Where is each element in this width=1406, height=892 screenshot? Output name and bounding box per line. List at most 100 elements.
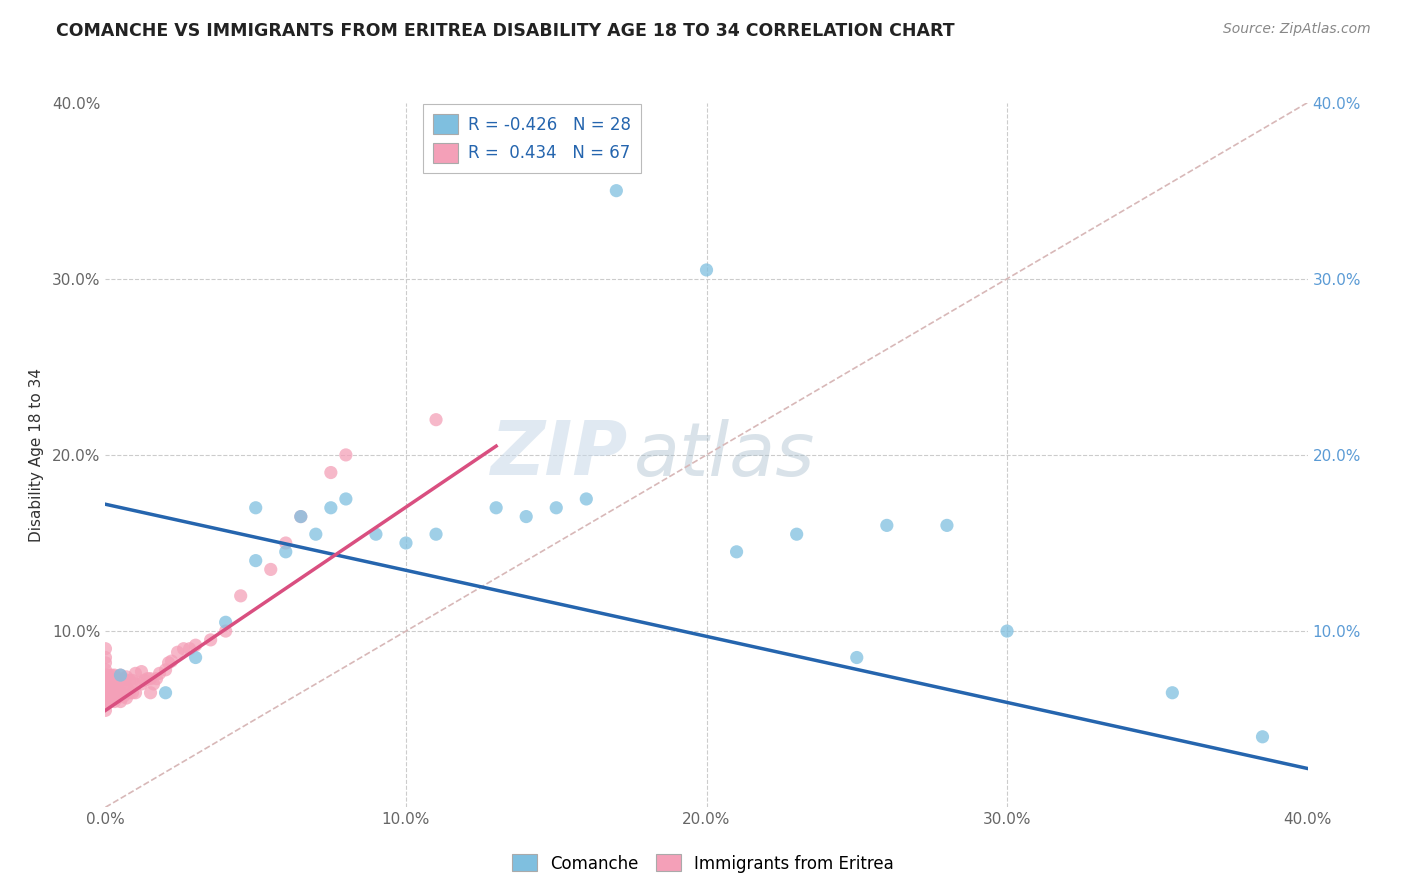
Point [305, 527, 328, 541]
Point [214, 615, 236, 630]
Point [107, 672, 129, 686]
Point [364, 527, 387, 541]
Point [107, 681, 129, 695]
Point [110, 668, 132, 682]
Point [139, 686, 162, 700]
Point [936, 518, 959, 533]
Point [425, 527, 447, 541]
Point [166, 645, 188, 659]
Text: Source: ZipAtlas.com: Source: ZipAtlas.com [1223, 22, 1371, 37]
Point [124, 677, 146, 691]
Point [94, 698, 117, 712]
Point [94, 703, 117, 717]
Point [107, 691, 129, 706]
Point [94, 656, 117, 670]
Point [94, 691, 117, 706]
Legend: R = -0.426   N = 28, R =  0.434   N = 67: R = -0.426 N = 28, R = 0.434 N = 67 [423, 103, 641, 173]
Point [103, 668, 125, 682]
Point [103, 677, 125, 691]
Point [94, 673, 117, 688]
Point [1161, 686, 1184, 700]
Point [395, 536, 418, 550]
Point [515, 509, 537, 524]
Point [94, 641, 117, 656]
Point [200, 632, 222, 647]
Point [786, 527, 808, 541]
Point [148, 666, 170, 681]
Point [97, 668, 120, 682]
Point [319, 466, 342, 480]
Point [214, 624, 236, 639]
Point [245, 500, 267, 515]
Point [110, 694, 132, 708]
Point [155, 686, 177, 700]
Text: atlas: atlas [634, 419, 815, 491]
Point [97, 694, 120, 708]
Legend: Comanche, Immigrants from Eritrea: Comanche, Immigrants from Eritrea [506, 847, 900, 880]
Point [160, 654, 183, 668]
Point [696, 263, 718, 277]
Text: COMANCHE VS IMMIGRANTS FROM ERITREA DISABILITY AGE 18 TO 34 CORRELATION CHART: COMANCHE VS IMMIGRANTS FROM ERITREA DISA… [56, 22, 955, 40]
Point [155, 663, 177, 677]
Point [112, 681, 135, 695]
Point [245, 553, 267, 568]
Text: ZIP: ZIP [491, 418, 628, 491]
Point [335, 448, 357, 462]
Point [110, 677, 132, 691]
Point [112, 672, 135, 686]
Point [134, 673, 156, 688]
Point [1251, 730, 1274, 744]
Point [100, 691, 122, 706]
Point [97, 686, 120, 700]
Point [94, 663, 117, 677]
Point [725, 545, 748, 559]
Point [118, 673, 141, 688]
Point [121, 673, 143, 688]
Point [110, 686, 132, 700]
Point [112, 690, 135, 704]
Point [425, 412, 447, 427]
Point [94, 686, 117, 700]
Point [103, 686, 125, 700]
Point [229, 589, 252, 603]
Point [115, 681, 138, 695]
Point [145, 672, 167, 686]
Point [290, 509, 312, 524]
Point [290, 509, 312, 524]
Point [97, 677, 120, 691]
Point [184, 638, 207, 652]
Point [173, 641, 195, 656]
Point [94, 668, 117, 682]
Point [546, 500, 568, 515]
Point [136, 672, 159, 686]
Point [319, 500, 342, 515]
Point [103, 694, 125, 708]
Point [131, 665, 153, 679]
Point [260, 562, 283, 576]
Point [124, 666, 146, 681]
Point [876, 518, 898, 533]
Point [94, 681, 117, 695]
Point [110, 668, 132, 682]
Point [118, 686, 141, 700]
Point [131, 677, 153, 691]
Point [575, 491, 598, 506]
Point [605, 184, 627, 198]
Point [100, 681, 122, 695]
Point [121, 686, 143, 700]
Point [115, 691, 138, 706]
Point [100, 668, 122, 682]
Point [142, 677, 165, 691]
Point [94, 650, 117, 665]
Point [485, 500, 508, 515]
Point [124, 686, 146, 700]
Point [274, 545, 297, 559]
Point [274, 536, 297, 550]
Y-axis label: Disability Age 18 to 34: Disability Age 18 to 34 [28, 368, 44, 542]
Point [157, 656, 180, 670]
Point [845, 650, 868, 665]
Point [115, 670, 138, 684]
Point [184, 650, 207, 665]
Point [335, 491, 357, 506]
Point [995, 624, 1018, 639]
